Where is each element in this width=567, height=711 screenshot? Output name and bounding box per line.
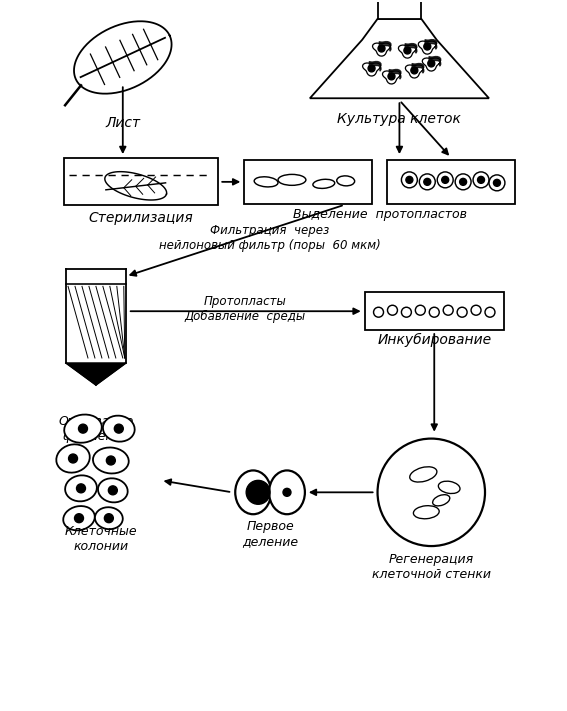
Circle shape [378,45,385,52]
Circle shape [404,47,411,54]
Bar [387,160,515,204]
Ellipse shape [64,415,101,443]
Text: Первое
деление: Первое деление [242,520,298,548]
Circle shape [428,60,435,67]
Circle shape [460,178,467,186]
Text: Клеточные
колонии: Клеточные колонии [65,525,137,553]
Circle shape [406,176,413,183]
Bar [244,160,371,204]
Circle shape [368,65,375,72]
Circle shape [424,178,431,186]
Circle shape [74,514,83,523]
Text: Лист: Лист [105,116,141,130]
Circle shape [78,424,87,433]
Circle shape [477,176,485,183]
Bar [64,158,218,205]
Bar [378,0,421,19]
Circle shape [108,486,117,495]
Circle shape [77,484,86,493]
Ellipse shape [98,479,128,503]
Circle shape [104,514,113,523]
Text: Стерилизация: Стерилизация [88,210,193,225]
Ellipse shape [56,444,90,473]
Ellipse shape [269,471,305,514]
Circle shape [69,454,78,463]
Text: Инкубирование: Инкубирование [377,333,492,347]
Ellipse shape [65,476,97,501]
Circle shape [411,67,418,74]
Text: Фильтрация  через
нейлоновый фильтр (поры  60 мкм): Фильтрация через нейлоновый фильтр (поры… [159,224,381,252]
Circle shape [283,488,291,496]
Ellipse shape [95,507,123,529]
Text: Культура клеток: Культура клеток [337,112,462,126]
Text: Выделение  протопластов: Выделение протопластов [293,208,467,220]
Circle shape [107,456,115,465]
Ellipse shape [93,447,129,474]
Polygon shape [66,363,126,385]
Circle shape [246,481,270,504]
Circle shape [442,176,448,183]
Ellipse shape [235,471,271,514]
Circle shape [493,179,501,186]
Text: Регенерация
клеточной стенки: Регенерация клеточной стенки [372,553,491,581]
Circle shape [424,43,431,50]
Text: Протопласты
Добавление  среды: Протопласты Добавление среды [185,295,306,324]
Ellipse shape [64,506,95,530]
Circle shape [115,424,123,433]
Polygon shape [310,19,489,98]
Circle shape [388,73,395,80]
Ellipse shape [103,416,135,442]
Bar [365,292,504,330]
Text: Отмывание
фермента: Отмывание фермента [58,415,134,443]
